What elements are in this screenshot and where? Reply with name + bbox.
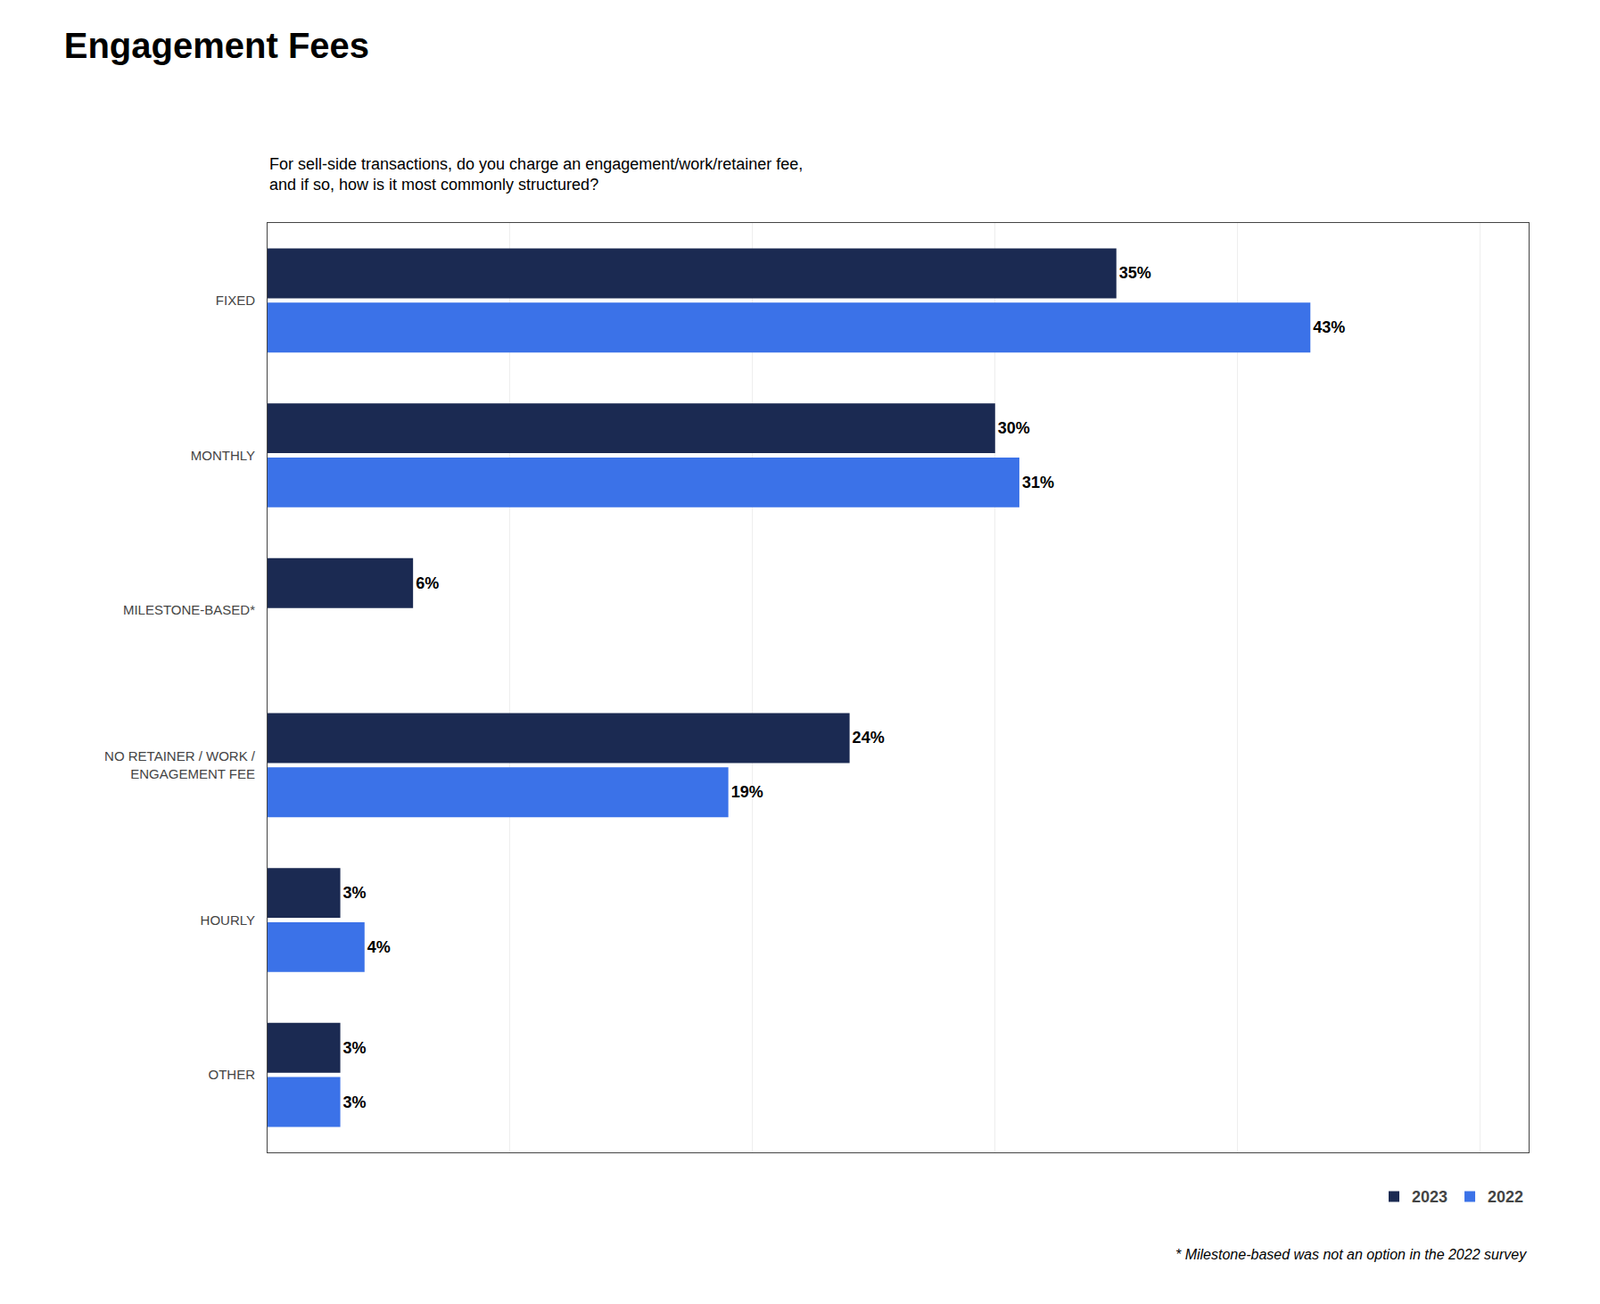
svg-text:NO RETAINER / WORK /ENGAGEMENT: NO RETAINER / WORK /ENGAGEMENT FEE [104,748,256,782]
svg-text:OTHER: OTHER [208,1066,256,1082]
svg-text:19%: 19% [731,783,764,801]
svg-text:35%: 35% [1119,263,1152,282]
svg-text:For sell-side transactions, do: For sell-side transactions, do you charg… [269,155,803,194]
svg-text:* Milestone-based was not an o: * Milestone-based was not an option in t… [1175,1246,1527,1262]
svg-text:MILESTONE-BASED*: MILESTONE-BASED* [123,602,256,618]
svg-text:30%: 30% [997,419,1031,438]
svg-text:3%: 3% [343,883,367,902]
svg-text:FIXED: FIXED [215,292,256,308]
svg-text:4%: 4% [367,938,391,957]
svg-text:24%: 24% [852,728,885,747]
svg-text:31%: 31% [1022,473,1055,492]
svg-text:Engagement Fees: Engagement Fees [64,25,370,66]
svg-text:2022: 2022 [1487,1187,1524,1206]
svg-text:3%: 3% [343,1093,367,1112]
svg-text:6%: 6% [415,574,439,593]
svg-text:43%: 43% [1312,318,1345,337]
svg-text:MONTHLY: MONTHLY [190,447,256,463]
svg-text:2023: 2023 [1411,1187,1448,1206]
svg-text:3%: 3% [343,1039,367,1057]
svg-text:HOURLY: HOURLY [200,912,256,928]
